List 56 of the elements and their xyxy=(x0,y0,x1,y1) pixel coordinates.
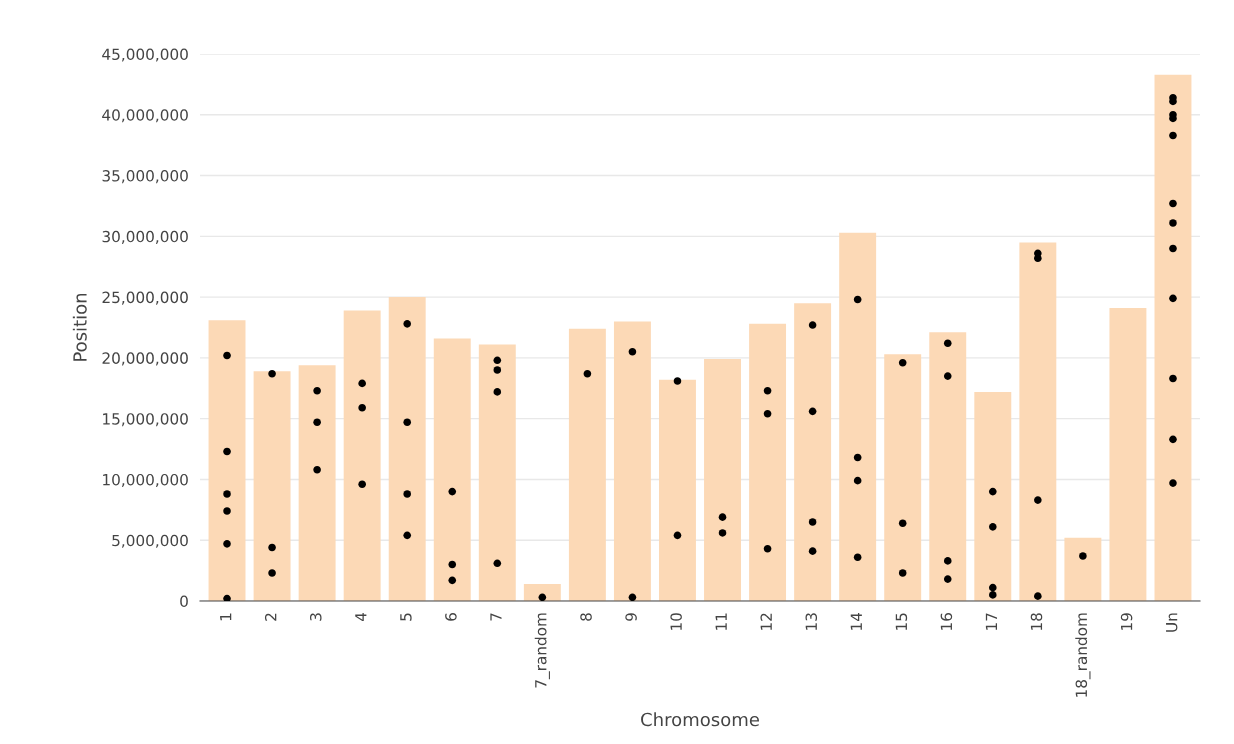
bar xyxy=(794,303,832,601)
bar xyxy=(388,297,426,601)
y-tick-label: 25,000,000 xyxy=(102,291,188,305)
bar xyxy=(749,323,787,601)
x-tick-label: 17 xyxy=(985,613,998,630)
x-tick-label: 18_random xyxy=(1075,613,1091,697)
bar xyxy=(839,232,877,601)
bar xyxy=(253,371,291,601)
bar xyxy=(523,583,561,601)
y-tick-label: 5,000,000 xyxy=(112,534,188,548)
x-tick-label: 7 xyxy=(490,613,502,621)
bar xyxy=(613,321,651,601)
x-tick-label: 6 xyxy=(445,613,457,621)
y-tick-label: 15,000,000 xyxy=(103,413,188,427)
x-tick-label: 2 xyxy=(264,613,277,621)
bar xyxy=(568,328,606,601)
x-tick-label: 8 xyxy=(580,613,592,621)
bar xyxy=(1019,242,1057,601)
bar xyxy=(974,391,1012,601)
bar xyxy=(1109,308,1147,601)
y-tick-label: 35,000,000 xyxy=(102,170,188,184)
x-tick-label: 18 xyxy=(1030,613,1043,630)
y-tick-label: 30,000,000 xyxy=(102,230,188,244)
x-tick-label: 11 xyxy=(715,613,727,630)
bar xyxy=(884,354,922,601)
bar xyxy=(208,320,246,601)
x-tick-label: 12 xyxy=(760,613,772,630)
y-tick-label: 10,000,000 xyxy=(103,473,188,488)
bar xyxy=(704,359,741,601)
bar xyxy=(433,338,471,601)
y-tick-label: 45,000,000 xyxy=(102,48,188,62)
x-tick-label: 15 xyxy=(895,613,908,630)
x-tick-label: 3 xyxy=(309,613,322,621)
x-tick-label: 19 xyxy=(1120,613,1133,630)
y-tick-label: 40,000,000 xyxy=(102,109,188,123)
x-tick-label: 16 xyxy=(940,613,953,630)
x-tick-label: 9 xyxy=(625,613,637,621)
x-tick-label: 13 xyxy=(805,613,818,630)
y-tick-label: 0 xyxy=(180,595,188,608)
bar xyxy=(1064,537,1102,601)
x-tick-label: 4 xyxy=(355,612,367,622)
x-tick-label: 14 xyxy=(850,612,862,630)
x-tick-label: 1 xyxy=(220,613,232,621)
x-axis-title: Chromosome xyxy=(641,712,759,727)
bar xyxy=(929,332,967,601)
y-tick-label: 20,000,000 xyxy=(102,352,188,366)
x-tick-label: 10 xyxy=(670,613,682,630)
bar xyxy=(1154,74,1192,601)
x-tick-label: Un xyxy=(1166,613,1178,632)
bar xyxy=(343,310,381,601)
x-tick-label: 7_random xyxy=(534,613,550,688)
bar xyxy=(478,344,516,601)
y-axis-title: Position xyxy=(72,293,87,361)
x-tick-label: 5 xyxy=(400,613,412,621)
bar xyxy=(298,365,336,601)
bar xyxy=(659,379,696,601)
